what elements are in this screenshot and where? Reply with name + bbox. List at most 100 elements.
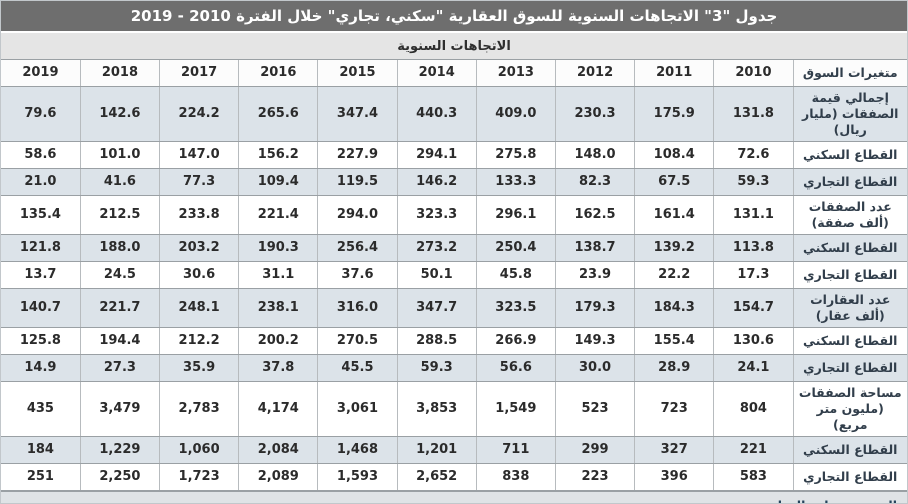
data-cell: 59.3	[713, 168, 793, 196]
data-cell: 316.0	[317, 288, 398, 328]
table-title: جدول "3" الاتجاهات السنوية للسوق العقاري…	[130, 7, 778, 25]
column-header-year: 2014	[396, 60, 477, 87]
column-header-year: 2010	[713, 60, 793, 87]
data-cell: 288.5	[396, 327, 477, 355]
data-cell: 37.8	[238, 354, 318, 382]
data-cell: 101.0	[79, 141, 160, 169]
data-cell: 162.5	[554, 195, 635, 235]
data-cell: 233.8	[158, 195, 239, 235]
data-cell: 82.3	[554, 168, 635, 196]
data-cell: 30.0	[554, 354, 635, 382]
row-label: القطاع السكني	[792, 234, 907, 262]
data-cell: 3,853	[396, 381, 477, 437]
data-cell: 67.5	[634, 168, 714, 196]
data-cell: 266.9	[475, 327, 556, 355]
data-cell: 327	[634, 436, 714, 464]
data-cell: 2,250	[79, 463, 160, 491]
section-header-label: الاتجاهات السنوية	[397, 38, 511, 54]
data-cell: 435	[1, 381, 81, 437]
data-cell: 14.9	[1, 354, 81, 382]
data-cell: 139.2	[634, 234, 714, 262]
data-cell: 230.3	[554, 86, 635, 142]
column-header-year: 2011	[634, 60, 714, 87]
data-cell: 294.0	[317, 195, 398, 235]
data-cell: 409.0	[475, 86, 556, 142]
table-row: مساحة الصفقات (مليون متر مربع) 804 723 523 1…	[1, 381, 907, 437]
data-cell: 119.5	[317, 168, 398, 196]
table-header-row: متغيرات السوق 2010 2011 2012 2013 2014 2015 20…	[1, 60, 907, 87]
column-header-year: 2012	[554, 60, 635, 87]
row-label: القطاع التجاري	[792, 463, 907, 491]
data-cell: 723	[634, 381, 714, 437]
row-label: القطاع السكني	[792, 327, 907, 355]
table-row: القطاع السكني 130.6 155.4 149.3 266.9 288.5 27…	[1, 327, 907, 355]
data-cell: 256.4	[317, 234, 398, 262]
data-cell: 156.2	[238, 141, 318, 169]
row-label: مساحة الصفقات (مليون متر مربع)	[792, 381, 907, 437]
data-cell: 2,652	[396, 463, 477, 491]
data-cell: 37.6	[317, 261, 398, 289]
data-cell: 31.1	[238, 261, 318, 289]
data-cell: 294.1	[396, 141, 477, 169]
data-cell: 108.4	[634, 141, 714, 169]
data-cell: 50.1	[396, 261, 477, 289]
data-cell: 188.0	[79, 234, 160, 262]
data-cell: 250.4	[475, 234, 556, 262]
data-cell: 212.5	[79, 195, 160, 235]
data-cell: 154.7	[713, 288, 793, 328]
data-cell: 155.4	[634, 327, 714, 355]
data-cell: 109.4	[238, 168, 318, 196]
data-cell: 440.3	[396, 86, 477, 142]
data-cell: 24.1	[713, 354, 793, 382]
data-cell: 142.6	[79, 86, 160, 142]
data-cell: 323.3	[396, 195, 477, 235]
data-cell: 248.1	[158, 288, 239, 328]
table-row: القطاع التجاري 17.3 22.2 23.9 45.8 50.1 37.6 31…	[1, 261, 907, 289]
column-header-variables: متغيرات السوق	[792, 60, 907, 87]
data-cell: 4,174	[238, 381, 318, 437]
row-label: القطاع السكني	[792, 436, 907, 464]
data-cell: 125.8	[1, 327, 81, 355]
data-cell: 17.3	[713, 261, 793, 289]
data-cell: 347.4	[317, 86, 398, 142]
data-cell: 22.2	[634, 261, 714, 289]
data-cell: 146.2	[396, 168, 477, 196]
data-cell: 203.2	[158, 234, 239, 262]
data-cell: 273.2	[396, 234, 477, 262]
data-cell: 270.5	[317, 327, 398, 355]
data-cell: 224.2	[158, 86, 239, 142]
data-cell: 121.8	[1, 234, 81, 262]
data-cell: 238.1	[238, 288, 318, 328]
data-cell: 35.9	[158, 354, 239, 382]
data-cell: 2,783	[158, 381, 239, 437]
data-cell: 323.5	[475, 288, 556, 328]
column-header-year: 2017	[158, 60, 239, 87]
data-cell: 275.8	[475, 141, 556, 169]
table-row: القطاع التجاري 24.1 28.9 30.0 56.6 59.3 45.5 37…	[1, 354, 907, 382]
data-cell: 184	[1, 436, 81, 464]
data-cell: 221	[713, 436, 793, 464]
data-cell: 396	[634, 463, 714, 491]
data-cell: 2,089	[238, 463, 318, 491]
data-cell: 133.3	[475, 168, 556, 196]
data-cell: 79.6	[1, 86, 81, 142]
data-cell: 59.3	[396, 354, 477, 382]
data-cell: 227.9	[317, 141, 398, 169]
table-row: القطاع السكني 113.8 139.2 138.7 250.4 273.2 25…	[1, 234, 907, 262]
column-header-year: 2015	[317, 60, 398, 87]
annual-trends-table: متغيرات السوق 2010 2011 2012 2013 2014 2015 20…	[1, 60, 907, 491]
data-cell: 212.2	[158, 327, 239, 355]
source-footer-label: المصدر: وزارة العدل	[771, 498, 897, 504]
row-label: عدد العقارات (ألف عقار)	[792, 288, 907, 328]
data-cell: 3,479	[79, 381, 160, 437]
data-cell: 184.3	[634, 288, 714, 328]
table-row: القطاع السكني 72.6 108.4 148.0 275.8 294.1 227…	[1, 141, 907, 169]
column-header-year: 2018	[79, 60, 160, 87]
data-cell: 296.1	[475, 195, 556, 235]
data-cell: 223	[554, 463, 635, 491]
data-cell: 24.5	[79, 261, 160, 289]
data-cell: 140.7	[1, 288, 81, 328]
section-header: الاتجاهات السنوية	[1, 33, 907, 60]
data-cell: 838	[475, 463, 556, 491]
table-row: عدد العقارات (ألف عقار) 154.7 184.3 179.3 32…	[1, 288, 907, 328]
